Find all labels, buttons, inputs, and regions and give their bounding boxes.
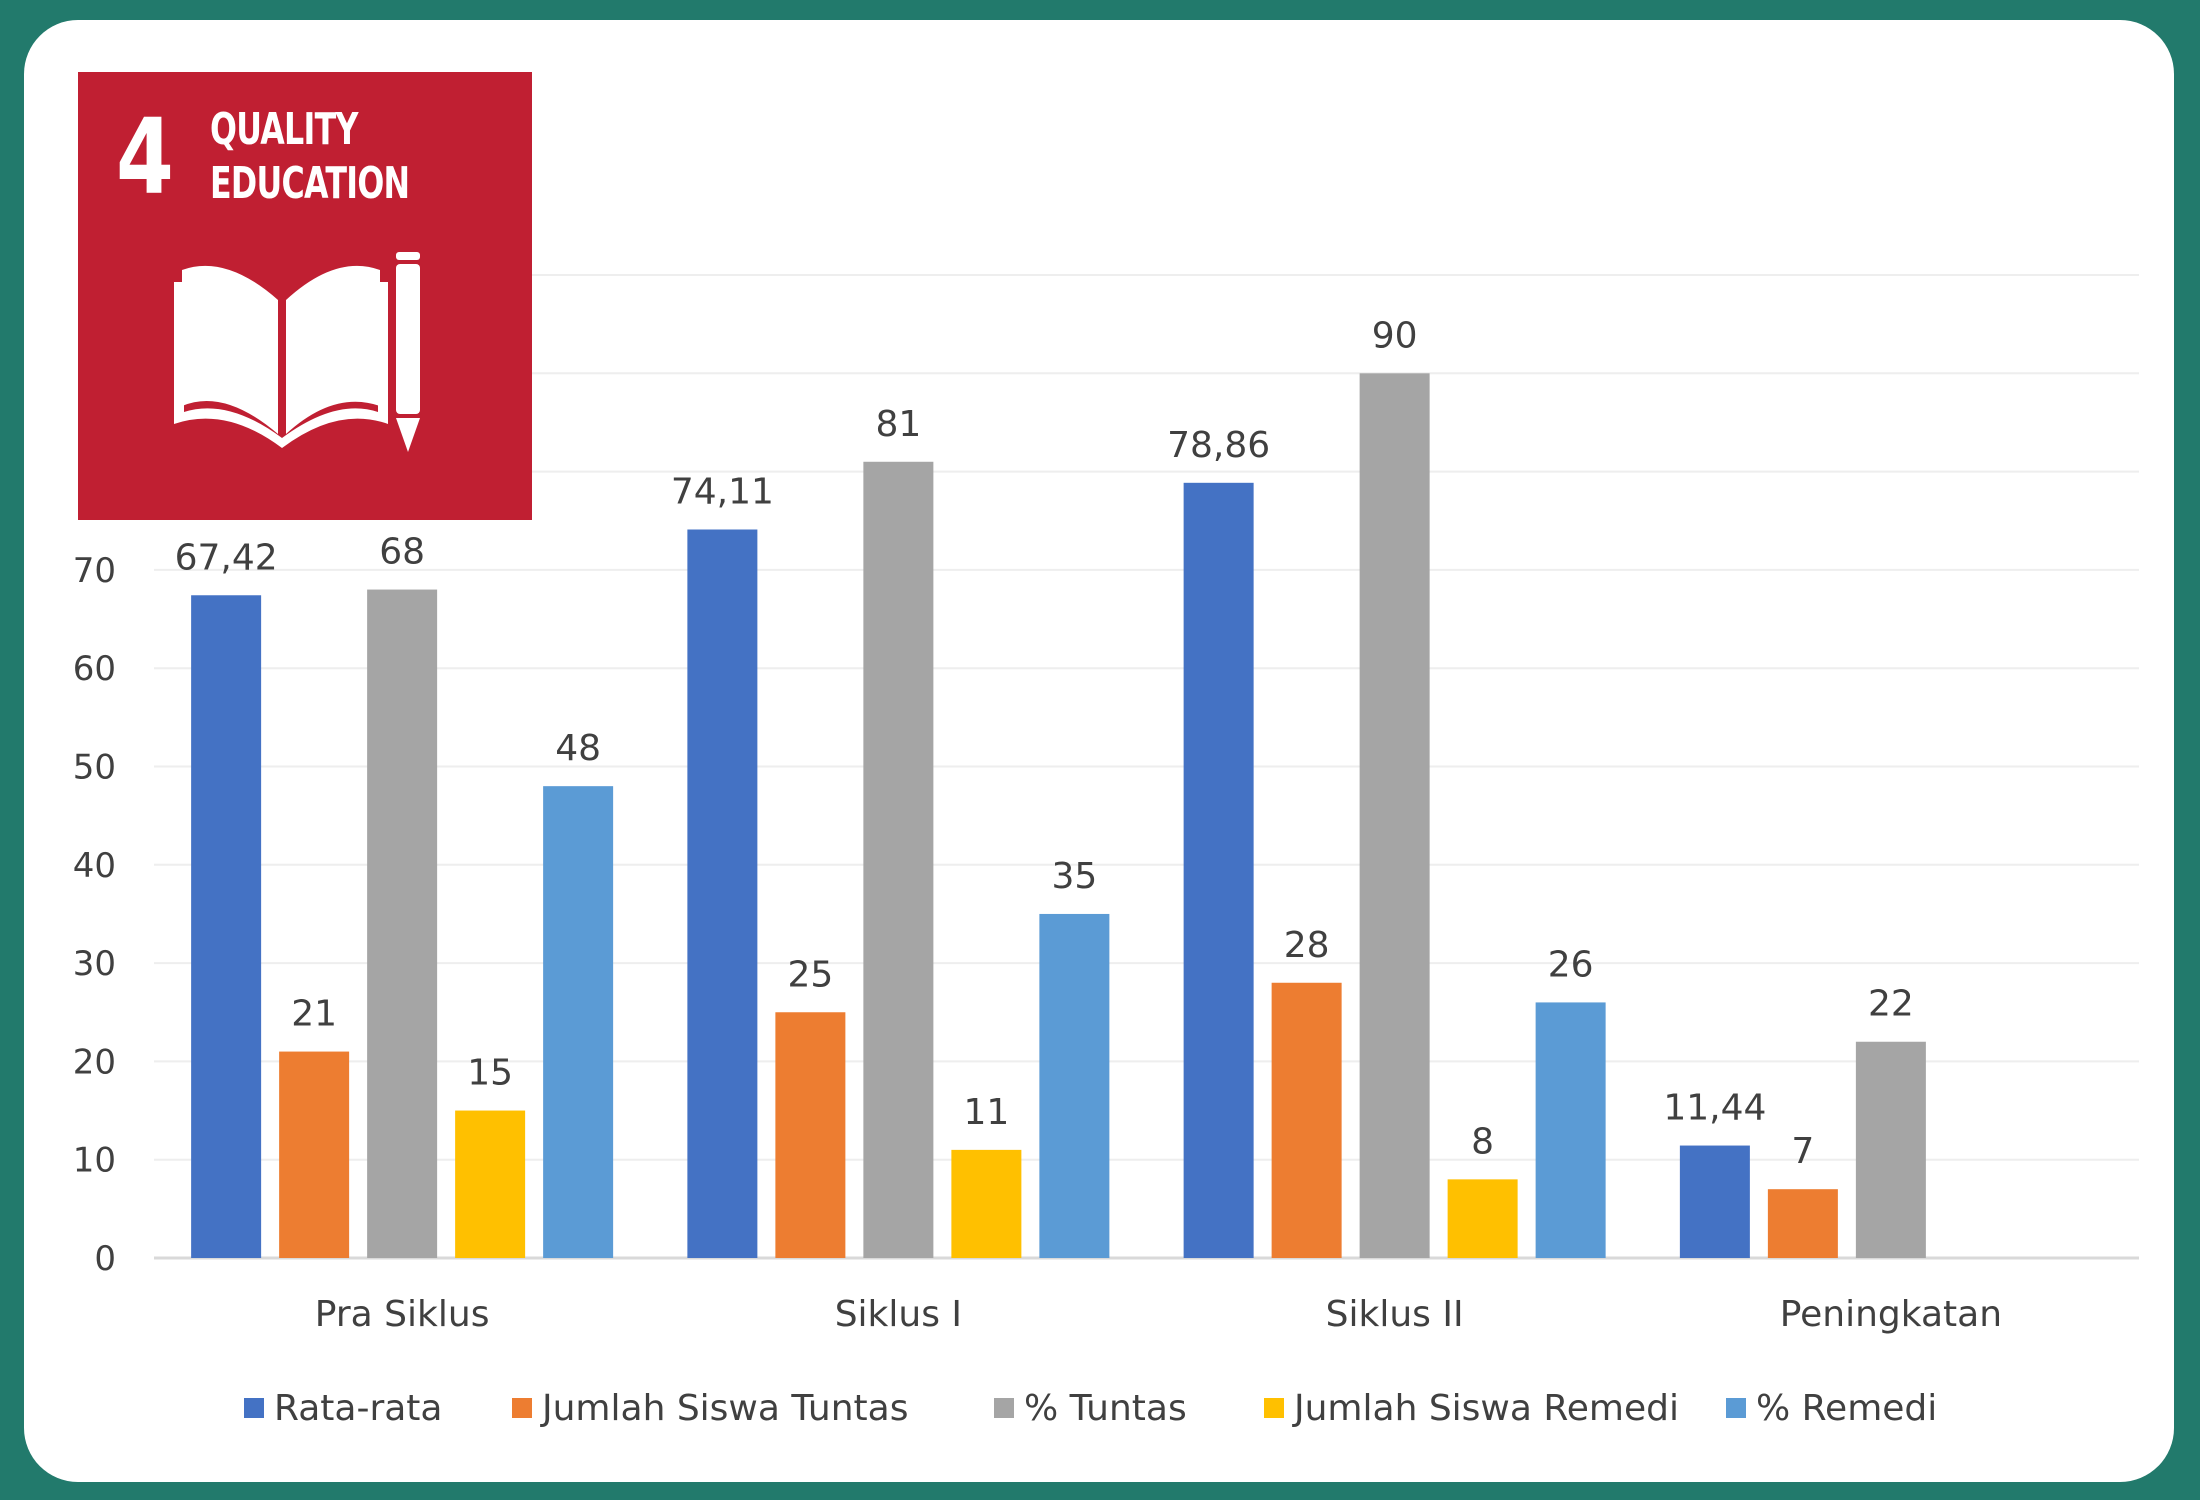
open-book-and-pencil-icon [174, 252, 420, 452]
data-label: 48 [555, 728, 601, 769]
data-label: 28 [1284, 925, 1330, 966]
x-category-label: Peningkatan [1780, 1294, 2002, 1335]
data-label: 74,11 [671, 471, 774, 512]
legend-swatch [994, 1398, 1014, 1418]
data-label: 68 [379, 532, 425, 573]
x-category-label: Siklus I [835, 1294, 962, 1335]
y-tick-label: 40 [73, 846, 116, 886]
bar [1271, 982, 1342, 1258]
y-tick-label: 30 [73, 944, 116, 984]
legend-label: % Tuntas [1024, 1388, 1187, 1429]
legend-label: Rata-rata [274, 1388, 443, 1429]
y-axis-ticks: 0 10 20 30 40 50 60 70 [73, 551, 116, 1279]
legend-label: Jumlah Siswa Remedi [1292, 1388, 1679, 1429]
sdg-title-line-2: EDUCATION [210, 158, 410, 209]
data-label: 21 [291, 994, 337, 1035]
bar [1855, 1041, 1926, 1258]
bar [1767, 1189, 1838, 1258]
sdg-title-line-1: QUALITY [210, 104, 358, 155]
data-label: 67,42 [175, 537, 278, 578]
x-axis-categories: Pra Siklus Siklus I Siklus II Peningkatan [315, 1294, 2002, 1335]
bar [775, 1012, 846, 1258]
data-label: 35 [1051, 856, 1097, 897]
bar [687, 529, 758, 1258]
bar [1183, 482, 1254, 1258]
legend-label: % Remedi [1756, 1388, 1937, 1429]
data-label: 11 [963, 1092, 1009, 1133]
data-label: 81 [875, 404, 921, 445]
bar [951, 1149, 1022, 1258]
legend: Rata-rata Jumlah Siswa Tuntas % Tuntas Juml… [244, 1388, 1937, 1429]
legend-item: Rata-rata [244, 1388, 443, 1429]
data-label: 90 [1372, 315, 1418, 356]
legend-item: Jumlah Siswa Remedi [1264, 1388, 1679, 1429]
bar [1359, 373, 1430, 1258]
data-label: 78,86 [1167, 425, 1270, 466]
legend-item: Jumlah Siswa Tuntas [512, 1388, 908, 1429]
sdg-quality-education-logo: 4 QUALITY EDUCATION [78, 72, 532, 520]
sdg-goal-number: 4 [116, 96, 174, 218]
y-tick-label: 0 [94, 1239, 116, 1279]
data-label: 22 [1868, 984, 1914, 1025]
bar [191, 595, 262, 1258]
data-label: 25 [787, 954, 833, 995]
x-category-label: Pra Siklus [315, 1294, 490, 1335]
y-tick-label: 50 [73, 748, 116, 788]
bar [1039, 913, 1110, 1258]
data-label: 26 [1548, 944, 1594, 985]
legend-swatch [1264, 1398, 1284, 1418]
bar [455, 1110, 526, 1258]
legend-swatch [512, 1398, 532, 1418]
bar [367, 589, 438, 1258]
legend-swatch [1726, 1398, 1746, 1418]
bar [543, 786, 614, 1258]
y-tick-label: 20 [73, 1042, 116, 1082]
data-label: 15 [467, 1053, 513, 1094]
bar [279, 1051, 350, 1258]
legend-label: Jumlah Siswa Tuntas [540, 1388, 908, 1429]
legend-item: % Tuntas [994, 1388, 1187, 1429]
chart-card: 0 10 20 30 40 50 60 70 67,42 21 68 15 48 74,11 25 81 11… [24, 20, 2174, 1482]
bar [1447, 1179, 1518, 1258]
data-label: 11,44 [1663, 1088, 1766, 1129]
data-labels: 67,42 21 68 15 48 74,11 25 81 11 35 78,86 28 90 8 26 11… [175, 315, 1914, 1172]
bar [1679, 1145, 1750, 1258]
legend-swatch [244, 1398, 264, 1418]
y-tick-label: 70 [73, 551, 116, 591]
x-category-label: Siklus II [1326, 1294, 1464, 1335]
y-tick-label: 10 [73, 1141, 116, 1181]
bar [1535, 1002, 1606, 1258]
data-label: 8 [1471, 1121, 1494, 1162]
data-label: 7 [1791, 1131, 1814, 1172]
legend-item: % Remedi [1726, 1388, 1937, 1429]
bar [863, 461, 934, 1258]
y-tick-label: 60 [73, 649, 116, 689]
bars [191, 373, 1926, 1258]
